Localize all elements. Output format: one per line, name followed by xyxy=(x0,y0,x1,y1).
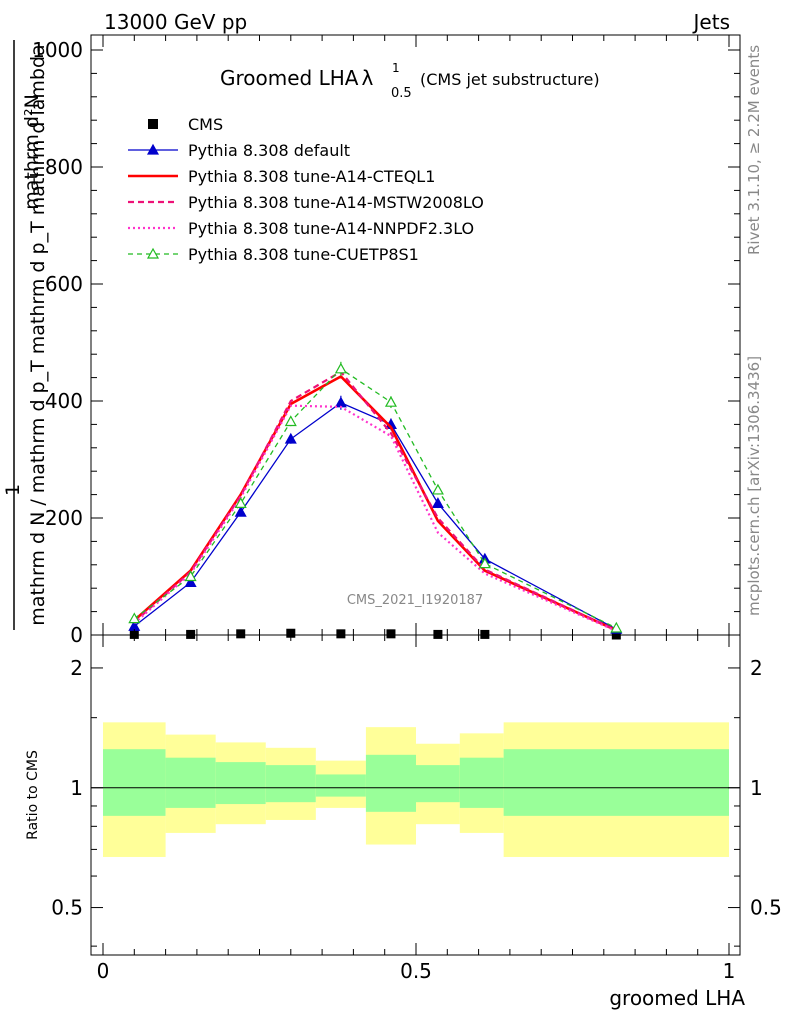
series-5 xyxy=(128,361,623,633)
ratio-band-inner xyxy=(315,774,366,797)
ratio-ytick-label: 1 xyxy=(70,776,83,800)
header-right: Jets xyxy=(692,10,730,34)
legend-item: Pythia 8.308 tune-CUETP8S1 xyxy=(128,245,419,264)
cms-point xyxy=(433,629,443,639)
series-marker xyxy=(234,497,247,508)
main-ytick-label: 200 xyxy=(45,506,83,530)
ratio-ytick-label-right: 2 xyxy=(750,656,763,680)
xtick-label: 1 xyxy=(723,959,736,983)
ratio-band-inner xyxy=(416,765,460,803)
series-marker xyxy=(284,432,297,444)
ratio-band-inner xyxy=(215,762,266,805)
main-ytick-label: 0 xyxy=(70,623,83,647)
ylabel-numerator: 1 xyxy=(2,484,24,496)
series-marker xyxy=(184,576,197,587)
series-2 xyxy=(133,374,617,632)
chart-title-sub: 0.5 xyxy=(391,86,412,101)
series-marker xyxy=(128,612,141,624)
series-marker xyxy=(610,621,623,633)
header-left: 13000 GeV pp xyxy=(104,10,247,34)
ratio-ylabel: Ratio to CMS xyxy=(25,750,41,840)
legend-item: CMS xyxy=(148,115,223,134)
ratio-ytick-label-right: 0.5 xyxy=(750,896,782,920)
ratio-y-axis: 0.5 0.5 1 1 2 2 xyxy=(51,656,782,947)
xtick-label: 0 xyxy=(97,959,110,983)
mcplots-label: mcplots.cern.ch [arXiv:1306.3436] xyxy=(745,356,763,616)
legend-marker xyxy=(148,119,158,129)
x-axis-label: groomed LHA xyxy=(609,986,745,1010)
series-line xyxy=(133,404,617,632)
ratio-band-inner xyxy=(265,765,316,803)
ratio-x-axis: 0 0.5 1 xyxy=(97,635,736,983)
legend-label: CMS xyxy=(188,115,223,134)
ratio-ytick-label: 0.5 xyxy=(51,896,83,920)
chart-title-sup: 1 xyxy=(392,61,400,75)
ratio-bands xyxy=(103,722,729,857)
legend-marker xyxy=(146,143,160,155)
legend-item: Pythia 8.308 tune-A14-MSTW2008LO xyxy=(128,193,484,212)
legend: CMS Pythia 8.308 default Pythia 8.308 tune… xyxy=(128,115,484,264)
ratio-band-inner xyxy=(365,754,416,812)
main-x-ticks xyxy=(102,35,730,635)
main-ytick-label: 1000 xyxy=(32,38,83,62)
series-line xyxy=(133,374,617,632)
rivet-label: Rivet 3.1.10, ≥ 2.2M events xyxy=(745,45,763,255)
ylabel-numerator-extra: mathrm d²N xyxy=(21,94,43,210)
series-marker xyxy=(478,557,491,569)
legend-label: Pythia 8.308 default xyxy=(188,141,350,160)
legend-label: Pythia 8.308 tune-CUETP8S1 xyxy=(188,245,419,264)
series-marker xyxy=(184,570,197,582)
series-marker xyxy=(284,415,297,427)
ratio-band-inner xyxy=(503,749,729,816)
legend-label: Pythia 8.308 tune-A14-NNPDF2.3LO xyxy=(188,219,474,238)
cms-point xyxy=(480,629,490,639)
legend-label: Pythia 8.308 tune-A14-CTEQL1 xyxy=(188,167,435,186)
chart-subtitle: (CMS jet substructure) xyxy=(420,70,600,89)
cms-point xyxy=(386,629,396,639)
legend-label: Pythia 8.308 tune-A14-MSTW2008LO xyxy=(188,193,484,212)
ratio-ytick-label-right: 1 xyxy=(750,776,763,800)
main-ytick-label: 800 xyxy=(45,155,83,179)
series-marker xyxy=(334,362,347,374)
cms-point xyxy=(236,629,246,639)
chart-title: Groomed LHA λ xyxy=(220,66,373,90)
series-line xyxy=(133,367,617,629)
ylabel-denominator: mathrm d N / mathrm d p_T mathrm d p_T m… xyxy=(27,44,49,625)
series-marker xyxy=(431,483,444,495)
legend-item: Pythia 8.308 tune-A14-NNPDF2.3LO xyxy=(128,219,474,238)
main-series-layer xyxy=(128,361,623,640)
series-0 xyxy=(129,628,621,640)
xtick-label: 0.5 xyxy=(400,959,432,983)
main-ytick-label: 600 xyxy=(45,272,83,296)
series-marker xyxy=(334,396,347,408)
series-marker xyxy=(384,395,397,407)
ratio-band-inner xyxy=(103,749,166,816)
ratio-band-inner xyxy=(459,757,504,808)
chart-title-text: Groomed LHA xyxy=(220,66,359,90)
cms-point xyxy=(186,629,196,639)
main-y-axis: 0 200 400 600 800 1000 xyxy=(32,38,740,647)
cms-point xyxy=(336,629,346,639)
ratio-panel: 0.5 0.51 12 2 0 0.5 1 Ratio to CMS groomed LH… xyxy=(25,634,782,1010)
chart-title-symbol: λ xyxy=(361,66,373,90)
main-y-label: mathrm d²N 1 mathrm d N / mathrm d p_T m… xyxy=(2,40,49,630)
series-marker xyxy=(234,505,247,517)
main-panel: 0 200 400 600 800 1000 Groomed LHA λ 1 0.5 (CM… xyxy=(2,34,741,647)
legend-item: Pythia 8.308 tune-A14-CTEQL1 xyxy=(128,167,435,186)
legend-item: Pythia 8.308 default xyxy=(128,141,350,160)
main-ytick-label: 400 xyxy=(45,389,83,413)
watermark: CMS_2021_I1920187 xyxy=(347,593,483,608)
series-4 xyxy=(133,404,617,632)
legend-marker xyxy=(146,247,160,259)
ratio-ytick-label: 2 xyxy=(70,656,83,680)
series-marker xyxy=(431,497,444,508)
ratio-band-inner xyxy=(165,757,216,808)
